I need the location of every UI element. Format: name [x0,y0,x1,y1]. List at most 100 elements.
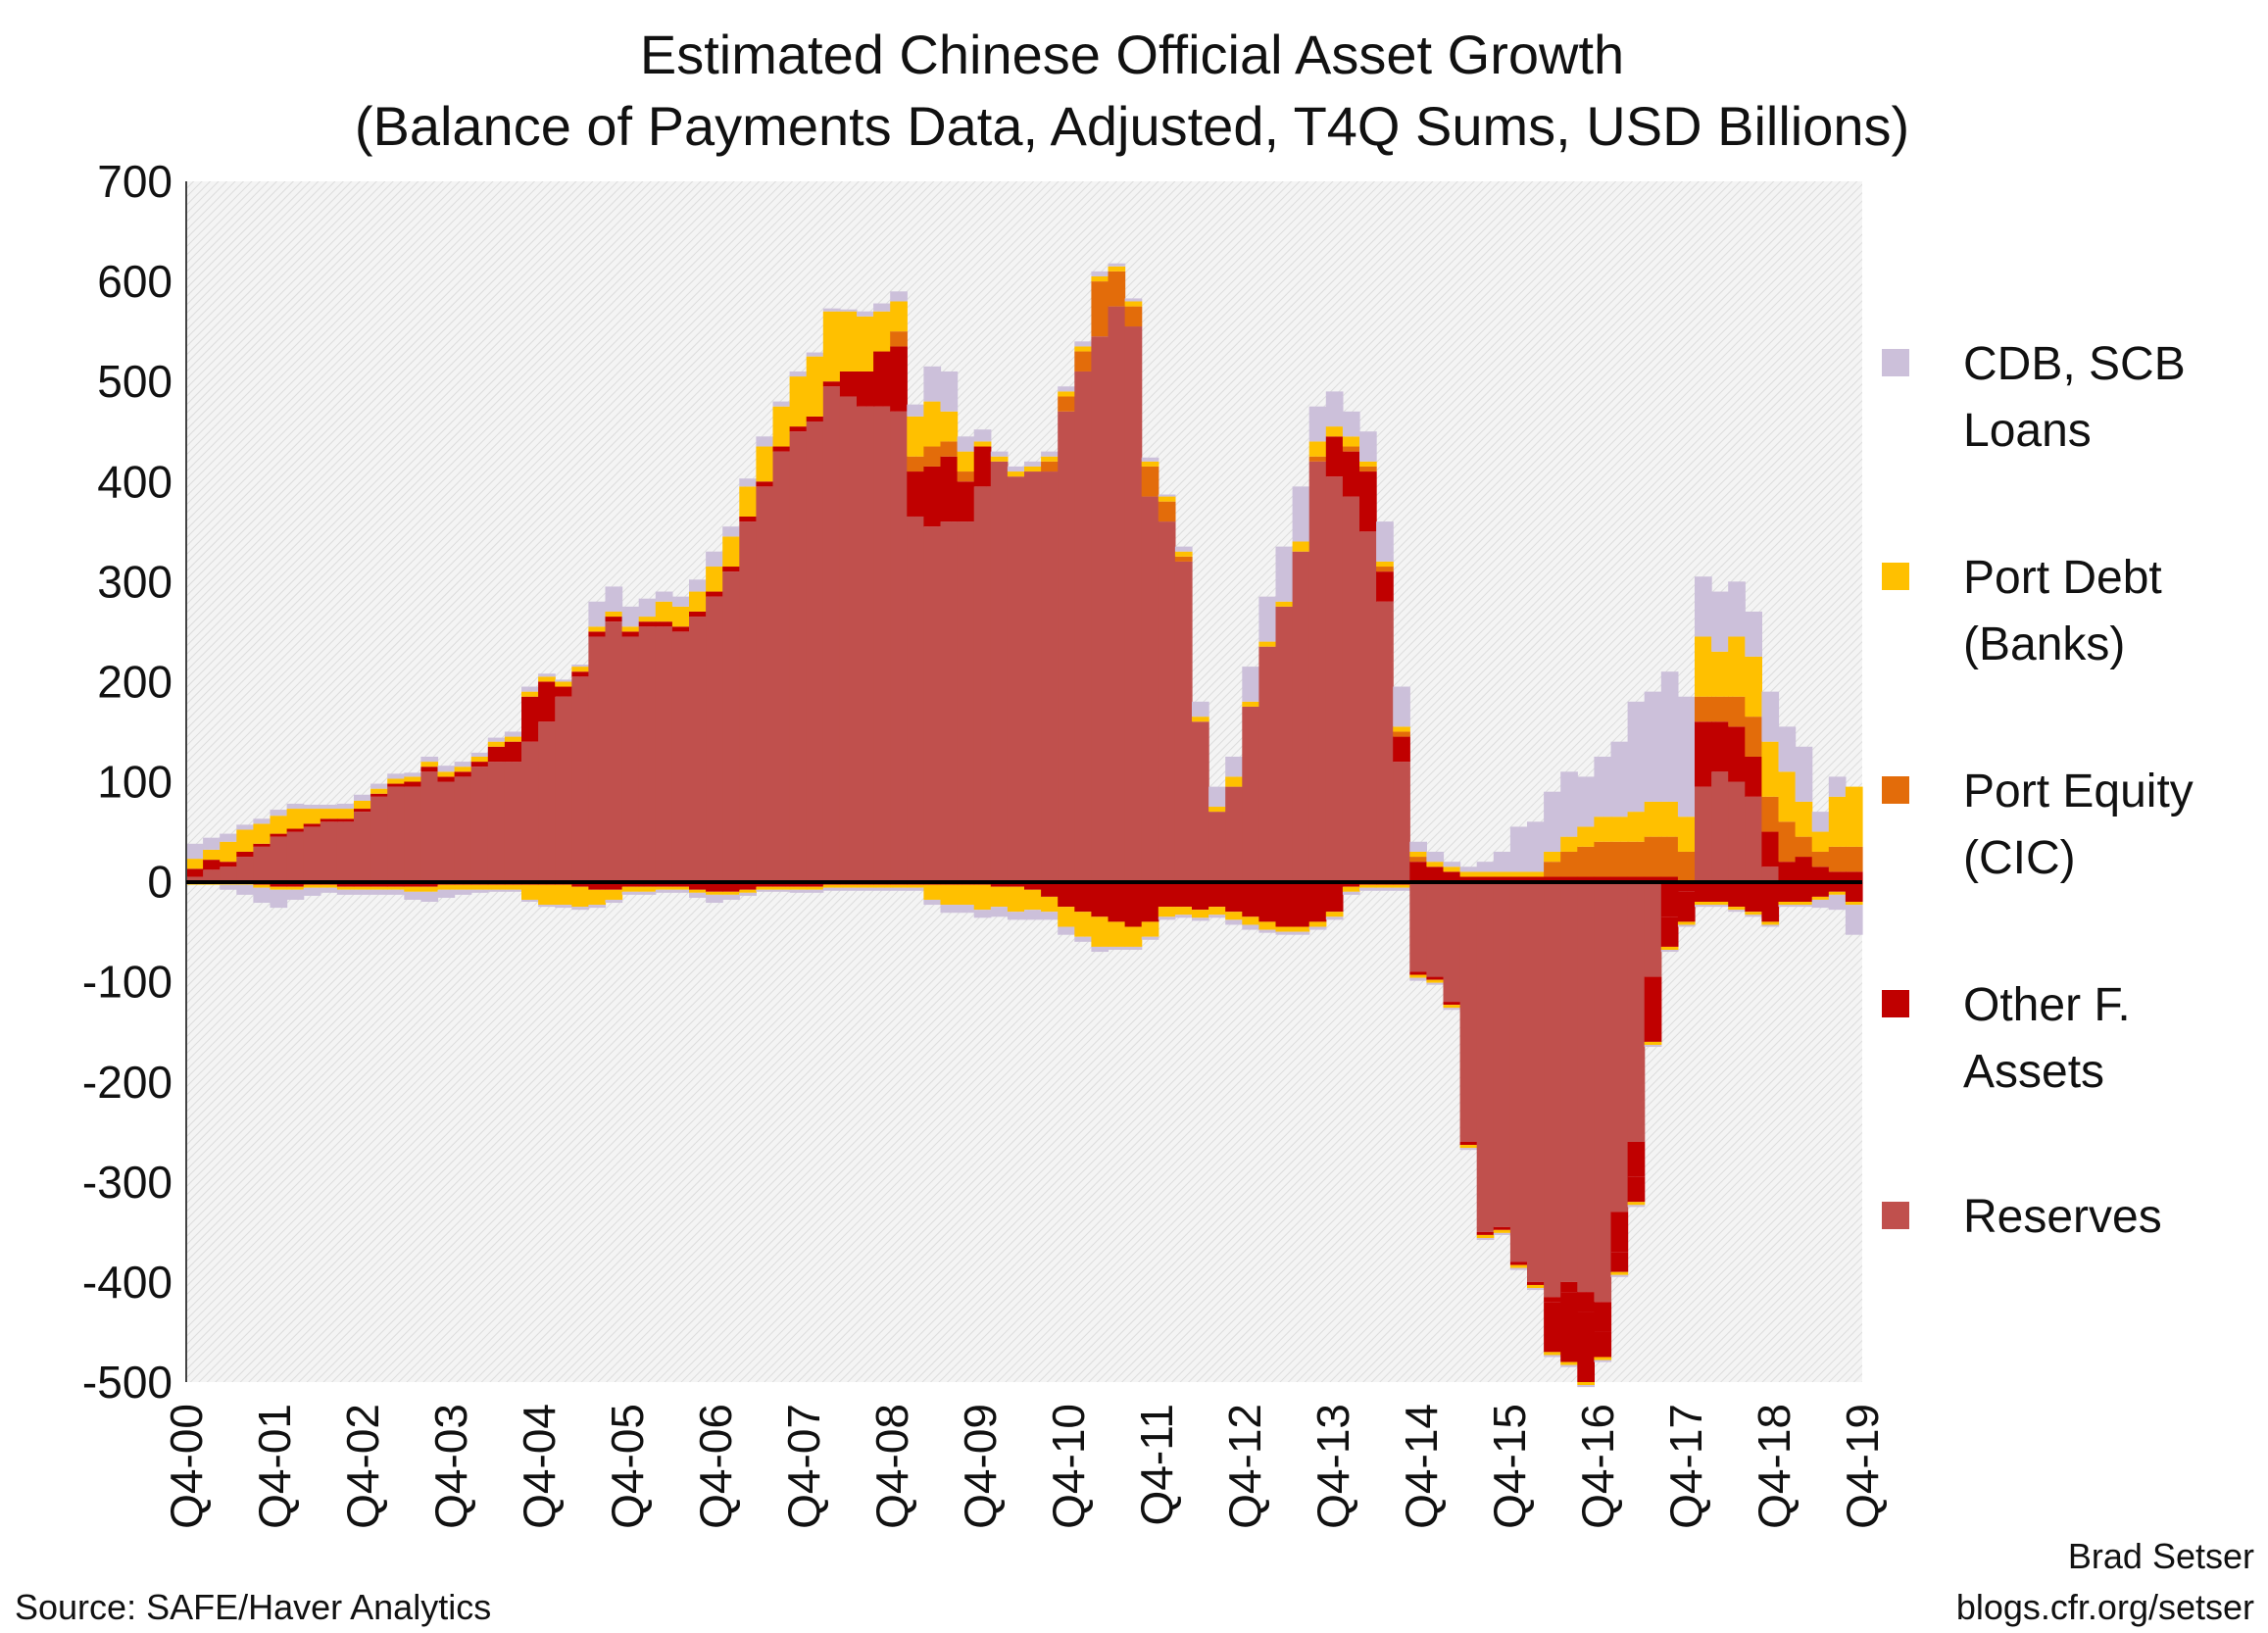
bar-port_equity [1728,696,1746,727]
bar-other-neg [1426,976,1445,980]
bar-other-neg [1711,881,1729,902]
bar-other-neg [1459,1142,1478,1146]
bar-cdb-neg [286,889,305,900]
bar-other [772,446,791,452]
bar-reserves [1174,561,1193,882]
bar-cdb [420,756,439,763]
bar-reserves [907,516,924,882]
bar-other [1527,876,1545,882]
bar-port_debt-neg [504,884,522,890]
bar-cdb-neg [470,889,489,893]
bar-cdb [1158,494,1176,497]
bar-other [437,776,456,782]
legend-label-reserves: Reserves [1963,1191,2162,1243]
bar-cdb [1594,756,1612,817]
bar-port_equity [1409,857,1427,863]
x-tick-label: Q4-12 [1219,1404,1270,1529]
bar-port_debt-neg [806,886,824,890]
bar-other-neg [772,881,791,887]
bar-other [487,746,506,763]
bar-reserves [706,596,723,882]
bar-other [1711,721,1729,772]
bar-other-neg [1041,881,1059,897]
bar-cdb [1359,431,1377,462]
bar-other-neg [1409,971,1427,975]
bar-cdb [404,772,421,777]
bar-port_debt [236,829,254,852]
bar-cdb [571,665,589,668]
bar-port_debt [1292,541,1310,552]
bar-reserves [605,621,623,882]
bar-other [706,591,723,597]
bar-other-neg [1108,881,1126,922]
bar-other [621,631,640,637]
bar-port_debt-neg [370,886,388,890]
bar-port_debt [857,316,874,371]
bar-reserves [756,486,774,882]
bar-other-neg [354,881,371,887]
bar-port_debt [1308,441,1327,457]
bar-cdb [1443,862,1461,867]
bar-reserves-neg [1409,881,1427,972]
bar-other [789,426,808,432]
bar-port_debt [420,762,439,767]
x-tick-label: Q4-00 [161,1404,212,1529]
bar-reserves [1058,411,1075,882]
bar-port_debt-neg [1527,1284,1545,1289]
bar-port_equity [1141,466,1159,497]
bar-cdb-neg [789,889,808,893]
bar-cdb-neg [1828,894,1847,911]
bar-reserves-neg [1577,881,1595,1293]
bar-port_debt-neg [890,884,908,888]
bar-port_debt-neg [1761,921,1780,925]
bar-other [555,686,572,697]
bar-other [1745,756,1762,797]
bar-cdb-neg [1124,946,1143,950]
y-tick-label: 0 [147,857,173,908]
bar-port_equity [1342,446,1360,452]
bar-port_debt [370,788,388,794]
bar-port_equity [1393,731,1410,737]
bar-cdb-neg [1225,919,1243,925]
bar-other-neg [1610,1212,1629,1253]
bar-other [336,818,355,822]
bar-other-neg [387,881,405,887]
bar-reserves [404,786,421,882]
bar-port_debt-neg [1024,889,1042,911]
bar-reserves [1292,551,1310,882]
bar-other-neg [1845,881,1863,902]
bar-other-neg [1493,1226,1511,1230]
bar-port_debt [957,451,975,472]
bar-cdb-neg [1041,912,1059,920]
bar-cdb-neg [1007,912,1025,920]
legend-label-cdb: CDB, SCB [1963,338,2186,390]
bar-port_debt-neg [907,884,924,888]
bar-other-neg [1544,1297,1561,1303]
bar-cdb-neg [336,889,355,895]
bar-port_debt-neg [270,886,288,890]
bar-reserves [1342,496,1360,882]
bar-port_equity [1811,851,1830,867]
bar-other [1476,876,1495,882]
bar-cdb [1577,776,1595,827]
bar-port_debt [454,767,472,772]
bar-port_debt-neg [470,884,489,890]
bar-cdb [722,526,740,537]
bar-cdb-neg [1108,946,1126,950]
bar-other-neg-deep [1560,1292,1578,1362]
y-tick-label: -300 [82,1157,173,1208]
bar-port_debt [555,681,572,687]
bar-reserves-neg [1610,881,1629,1212]
bar-port_debt-neg [973,884,992,911]
y-tick-label: 300 [97,556,173,607]
bar-port_debt-neg [1192,910,1209,918]
bar-cdb [806,352,824,357]
bar-other [689,611,707,618]
bar-port_debt-neg [1258,921,1277,930]
bar-port_equity [1108,271,1126,307]
source-note: Source: SAFE/Haver Analytics [15,1587,491,1627]
bar-port_debt [1258,641,1277,647]
bar-other-neg [739,881,757,890]
bar-cdb-neg [437,889,456,898]
bar-port_debt [1426,862,1445,867]
